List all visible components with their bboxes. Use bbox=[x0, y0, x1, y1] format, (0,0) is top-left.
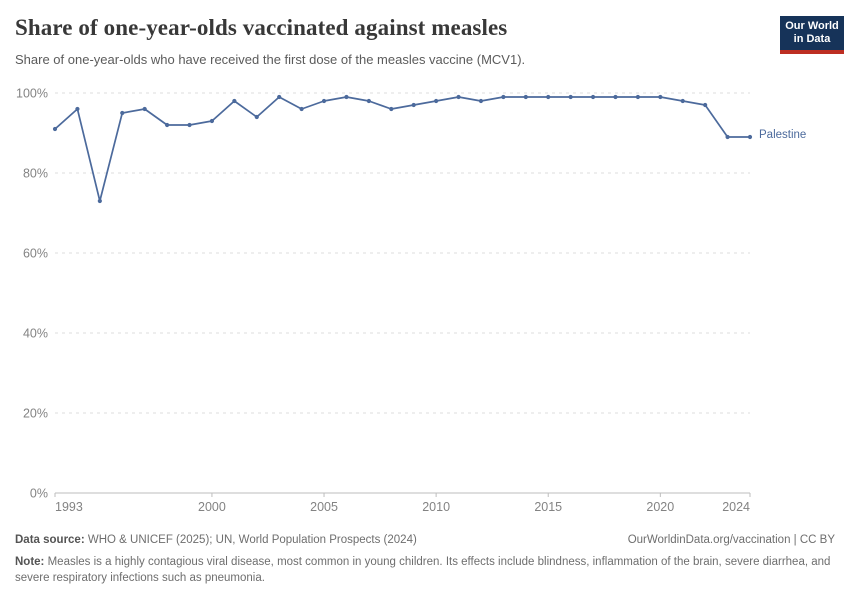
footer-rights: OurWorldinData.org/vaccination | CC BY bbox=[627, 534, 835, 546]
footer-note: Note: Measles is a highly contagious vir… bbox=[15, 555, 835, 587]
data-point bbox=[725, 134, 730, 140]
x-tick-label: 2020 bbox=[646, 500, 674, 514]
data-point bbox=[635, 94, 641, 100]
page-title: Share of one-year-olds vaccinated agains… bbox=[15, 15, 508, 40]
footer-note-label: Note: bbox=[15, 555, 45, 568]
data-point bbox=[568, 94, 573, 100]
data-point bbox=[344, 94, 349, 100]
data-source-label: Data source: bbox=[15, 534, 85, 546]
data-point bbox=[366, 98, 371, 104]
data-point bbox=[277, 94, 282, 100]
y-tick-label: 20% bbox=[23, 407, 48, 421]
data-point bbox=[299, 106, 304, 112]
data-point bbox=[478, 98, 484, 104]
data-source-text: WHO & UNICEF (2025); UN, World Populatio… bbox=[87, 534, 417, 546]
y-tick-label: 80% bbox=[23, 167, 48, 181]
data-point bbox=[120, 110, 125, 116]
data-point bbox=[590, 94, 596, 100]
data-point bbox=[456, 94, 461, 100]
series-label: Palestine bbox=[759, 129, 807, 141]
owid-logo-line1: Our World bbox=[785, 20, 839, 32]
data-point bbox=[164, 122, 170, 128]
data-point bbox=[97, 198, 102, 204]
data-point bbox=[613, 94, 618, 100]
x-tick-label: 2005 bbox=[310, 500, 338, 514]
chart-footer: Data source: WHO & UNICEF (2025); UN, Wo… bbox=[15, 533, 835, 587]
data-point bbox=[52, 126, 58, 132]
data-point bbox=[411, 102, 416, 108]
chart-subtitle: Share of one-year-olds who have received… bbox=[15, 52, 526, 67]
owid-logo-line2: in Data bbox=[793, 33, 831, 45]
data-point bbox=[703, 102, 708, 108]
data-line bbox=[54, 96, 751, 202]
data-point bbox=[501, 94, 506, 100]
y-tick-label: 0% bbox=[30, 487, 48, 501]
data-point bbox=[389, 106, 394, 112]
x-tick-label: 1993 bbox=[55, 500, 83, 514]
y-tick-label: 60% bbox=[23, 247, 48, 261]
data-point bbox=[187, 122, 192, 128]
data-source-line: Data source: WHO & UNICEF (2025); UN, Wo… bbox=[15, 533, 417, 549]
data-point bbox=[232, 98, 237, 104]
x-tick-label: 2010 bbox=[422, 500, 450, 514]
y-tick-label: 100% bbox=[16, 87, 48, 101]
data-point bbox=[747, 134, 753, 140]
x-tick-label: 2015 bbox=[534, 500, 562, 514]
y-tick-label: 40% bbox=[23, 327, 48, 341]
data-point bbox=[546, 94, 551, 100]
owid-logo: Our World in Data bbox=[780, 16, 844, 54]
data-point bbox=[209, 118, 215, 124]
data-point bbox=[523, 94, 528, 100]
data-point bbox=[75, 106, 80, 112]
footer-note-text: Measles is a highly contagious viral dis… bbox=[15, 555, 831, 584]
data-point bbox=[658, 94, 663, 100]
data-point bbox=[434, 98, 439, 104]
chart-plot-area[interactable]: 0% 20% 40% 60% 80% 100% 1993 2000 2005 2010 2015 20… bbox=[0, 0, 850, 530]
data-point bbox=[321, 98, 327, 104]
x-tick-label: 2024 bbox=[722, 500, 750, 514]
data-point bbox=[680, 98, 685, 104]
data-point bbox=[142, 106, 147, 112]
data-point bbox=[254, 114, 259, 120]
x-tick-label: 2000 bbox=[198, 500, 226, 514]
